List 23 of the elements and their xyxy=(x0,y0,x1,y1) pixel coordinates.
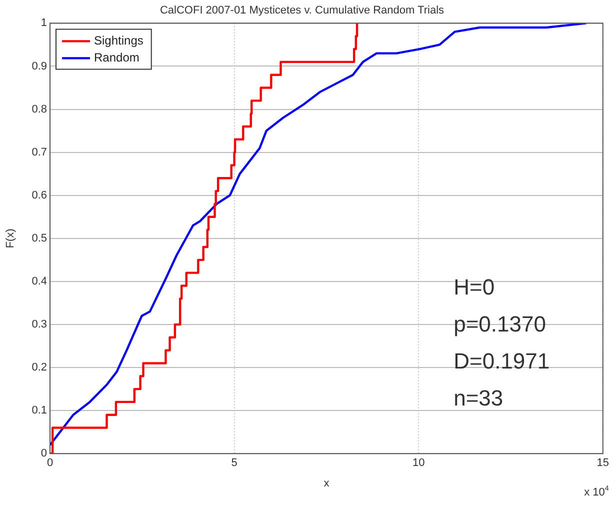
y-tick-label: 0.4 xyxy=(32,275,47,288)
y-tick-label: 0.3 xyxy=(32,318,47,331)
x-tick-label: 15 xyxy=(596,457,610,470)
y-tick-label: 0.9 xyxy=(32,60,47,72)
annotation: H=0 xyxy=(454,274,495,300)
legend-label: Random xyxy=(94,50,140,65)
x-tick-label: 5 xyxy=(231,457,238,470)
annotation: p=0.1370 xyxy=(454,311,546,336)
legend-label: Sightings xyxy=(94,34,144,48)
x-axis-title: x xyxy=(324,477,330,490)
y-tick-label: 0.7 xyxy=(32,146,47,158)
annotation: D=0.1971 xyxy=(454,348,550,374)
y-tick-label: 1 xyxy=(40,17,47,30)
y-tick-label: 0.5 xyxy=(32,232,47,244)
annotation: n=33 xyxy=(454,385,504,410)
y-tick-label: 0.8 xyxy=(32,103,47,116)
y-tick-label: 0.1 xyxy=(32,404,47,417)
y-tick-label: 0.2 xyxy=(32,362,47,374)
y-axis-title: F(x) xyxy=(4,228,17,248)
y-tick-label: 0.6 xyxy=(32,189,47,202)
y-tick-label: 0 xyxy=(40,448,47,460)
chart-title: CalCOFI 2007-01 Mysticetes v. Cumulative Random Trials xyxy=(160,4,445,17)
x-tick-label: 10 xyxy=(412,457,425,470)
